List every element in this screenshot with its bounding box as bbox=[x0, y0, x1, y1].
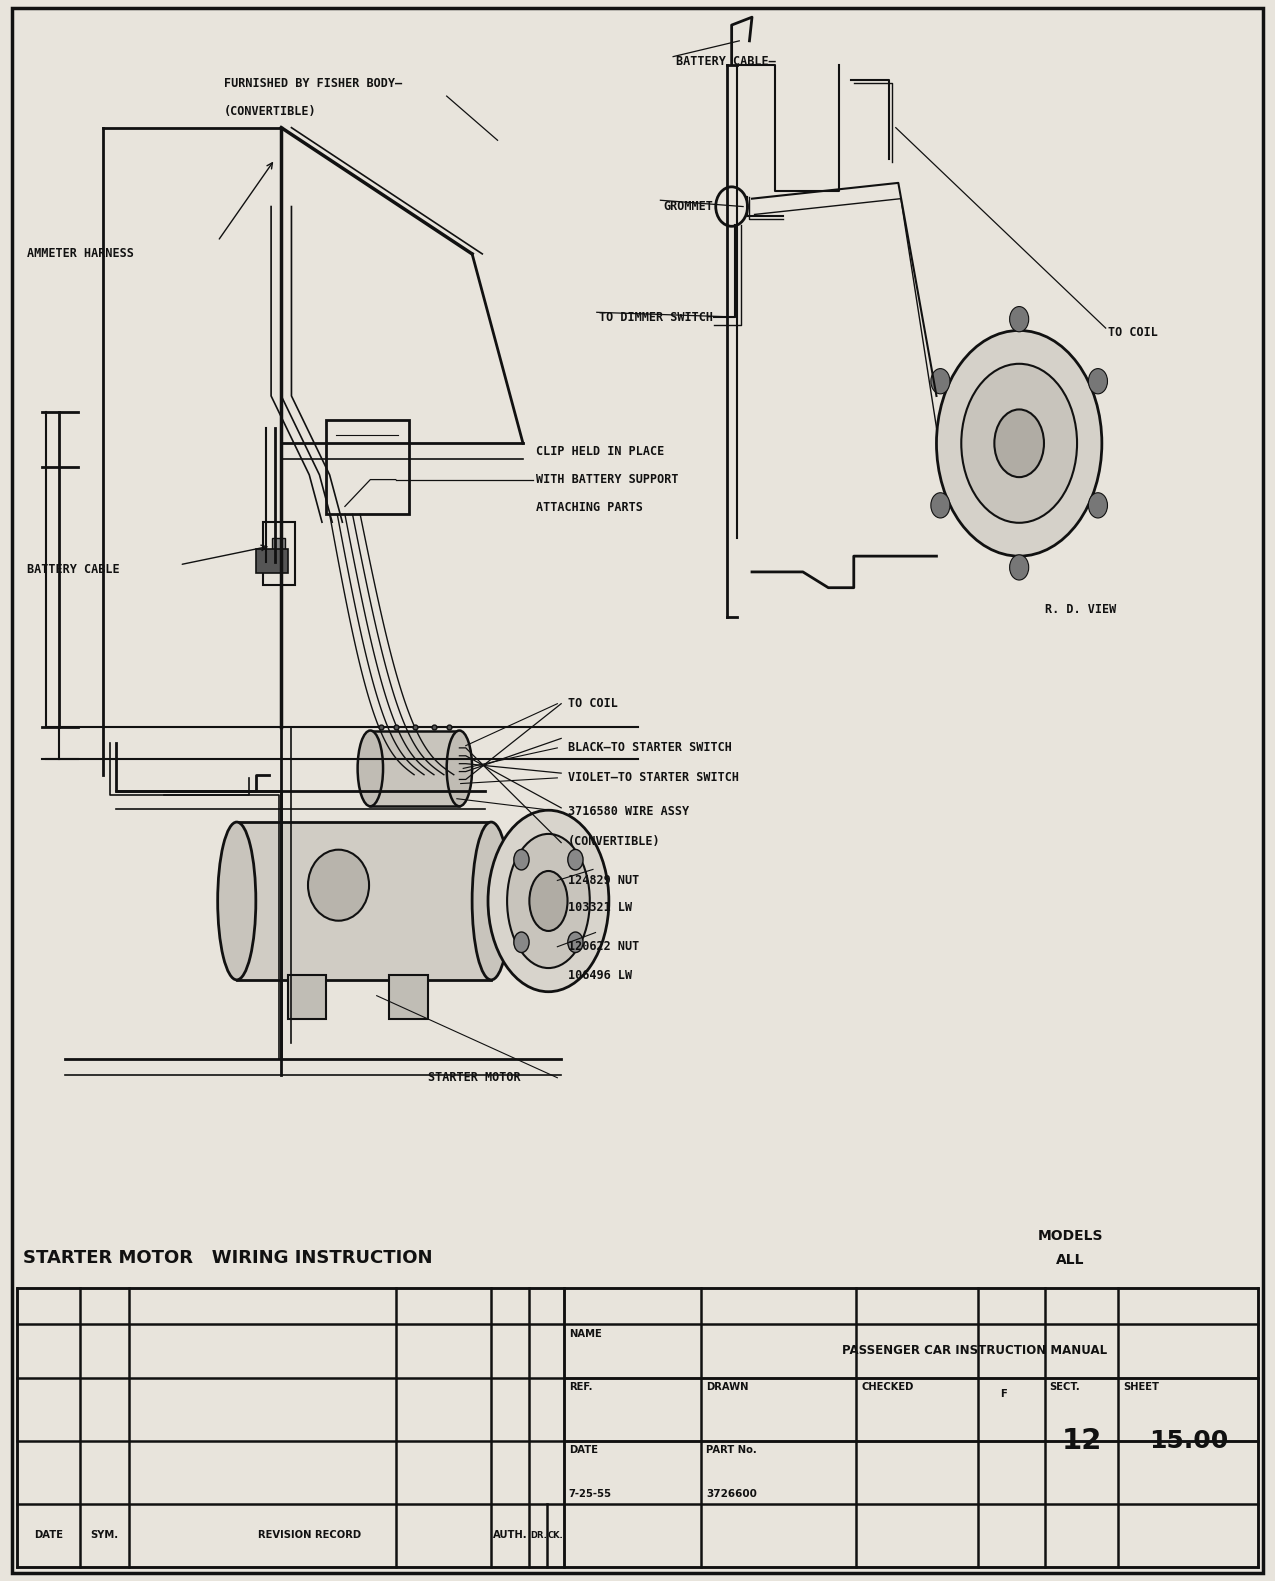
Text: PART No.: PART No. bbox=[706, 1445, 757, 1456]
Text: 103321 LW: 103321 LW bbox=[567, 901, 631, 914]
Ellipse shape bbox=[488, 809, 609, 991]
Ellipse shape bbox=[529, 871, 567, 931]
Ellipse shape bbox=[446, 730, 472, 806]
Bar bbox=[288, 975, 326, 1020]
Text: WITH BATTERY SUPPORT: WITH BATTERY SUPPORT bbox=[536, 473, 678, 485]
Ellipse shape bbox=[715, 187, 747, 226]
Ellipse shape bbox=[514, 933, 529, 952]
Text: CHECKED: CHECKED bbox=[862, 1382, 914, 1393]
Text: 124829 NUT: 124829 NUT bbox=[567, 874, 639, 887]
Text: SHEET: SHEET bbox=[1123, 1382, 1159, 1393]
Text: GROMMET: GROMMET bbox=[663, 201, 713, 213]
Text: DATE: DATE bbox=[34, 1530, 62, 1540]
Text: STARTER MOTOR: STARTER MOTOR bbox=[427, 1072, 520, 1085]
Bar bbox=[389, 975, 427, 1020]
Text: (CONVERTIBLE): (CONVERTIBLE) bbox=[224, 106, 316, 119]
Text: DRAWN: DRAWN bbox=[706, 1382, 748, 1393]
Text: 7-25-55: 7-25-55 bbox=[569, 1489, 612, 1499]
Text: TO COIL: TO COIL bbox=[1108, 326, 1158, 340]
Ellipse shape bbox=[936, 330, 1102, 557]
Text: 120622 NUT: 120622 NUT bbox=[567, 941, 639, 953]
Ellipse shape bbox=[1010, 307, 1029, 332]
Text: STARTER MOTOR   WIRING INSTRUCTION: STARTER MOTOR WIRING INSTRUCTION bbox=[23, 1249, 432, 1266]
Text: SECT.: SECT. bbox=[1049, 1382, 1080, 1393]
Ellipse shape bbox=[931, 368, 950, 394]
Text: PASSENGER CAR INSTRUCTION MANUAL: PASSENGER CAR INSTRUCTION MANUAL bbox=[842, 1344, 1107, 1356]
Ellipse shape bbox=[1089, 493, 1108, 519]
Text: DR.: DR. bbox=[530, 1530, 547, 1540]
Ellipse shape bbox=[567, 933, 583, 952]
Text: BATTERY CABLE: BATTERY CABLE bbox=[27, 563, 120, 575]
Ellipse shape bbox=[1010, 555, 1029, 580]
Text: NAME: NAME bbox=[569, 1328, 602, 1339]
Text: FURNISHED BY FISHER BODY—: FURNISHED BY FISHER BODY— bbox=[224, 77, 402, 90]
Ellipse shape bbox=[1089, 368, 1108, 394]
Text: 3726600: 3726600 bbox=[706, 1489, 757, 1499]
Ellipse shape bbox=[514, 849, 529, 870]
Ellipse shape bbox=[309, 849, 368, 920]
Text: 106496 LW: 106496 LW bbox=[567, 969, 631, 982]
Text: AUTH.: AUTH. bbox=[493, 1530, 528, 1540]
Text: REF.: REF. bbox=[569, 1382, 593, 1393]
Text: TO COIL: TO COIL bbox=[567, 697, 617, 710]
Text: BATTERY CABLE—: BATTERY CABLE— bbox=[676, 55, 775, 68]
Text: 12: 12 bbox=[1061, 1426, 1102, 1455]
Text: VIOLET—TO STARTER SWITCH: VIOLET—TO STARTER SWITCH bbox=[567, 772, 738, 784]
Ellipse shape bbox=[507, 833, 590, 968]
Text: 15.00: 15.00 bbox=[1149, 1429, 1228, 1453]
Ellipse shape bbox=[472, 822, 510, 980]
Ellipse shape bbox=[931, 493, 950, 519]
Ellipse shape bbox=[961, 364, 1077, 523]
Text: MODELS: MODELS bbox=[1038, 1230, 1103, 1243]
Bar bbox=[273, 538, 286, 569]
Bar bbox=[326, 419, 408, 514]
Text: CLIP HELD IN PLACE: CLIP HELD IN PLACE bbox=[536, 444, 664, 457]
Ellipse shape bbox=[567, 849, 583, 870]
Bar bbox=[17, 1287, 1258, 1567]
Text: ALL: ALL bbox=[1056, 1254, 1084, 1266]
Text: SYM.: SYM. bbox=[91, 1530, 119, 1540]
Bar bbox=[264, 522, 296, 585]
Text: TO DIMMER SWITCH: TO DIMMER SWITCH bbox=[599, 310, 713, 324]
Text: R. D. VIEW: R. D. VIEW bbox=[1044, 602, 1116, 615]
Ellipse shape bbox=[994, 409, 1044, 477]
Text: BLACK—TO STARTER SWITCH: BLACK—TO STARTER SWITCH bbox=[567, 741, 732, 754]
Bar bbox=[237, 822, 491, 980]
Bar bbox=[370, 730, 459, 806]
Text: F: F bbox=[1001, 1388, 1007, 1399]
Text: 3716580 WIRE ASSY: 3716580 WIRE ASSY bbox=[567, 805, 688, 817]
Bar bbox=[256, 549, 288, 572]
Bar bbox=[1, 1247, 1274, 1579]
Text: AMMETER HARNESS: AMMETER HARNESS bbox=[27, 247, 134, 261]
Text: CK.: CK. bbox=[547, 1530, 564, 1540]
Text: ATTACHING PARTS: ATTACHING PARTS bbox=[536, 501, 643, 514]
Text: (CONVERTIBLE): (CONVERTIBLE) bbox=[567, 835, 660, 847]
Ellipse shape bbox=[357, 730, 382, 806]
Ellipse shape bbox=[218, 822, 256, 980]
Text: REVISION RECORD: REVISION RECORD bbox=[259, 1530, 362, 1540]
Text: DATE: DATE bbox=[569, 1445, 598, 1456]
